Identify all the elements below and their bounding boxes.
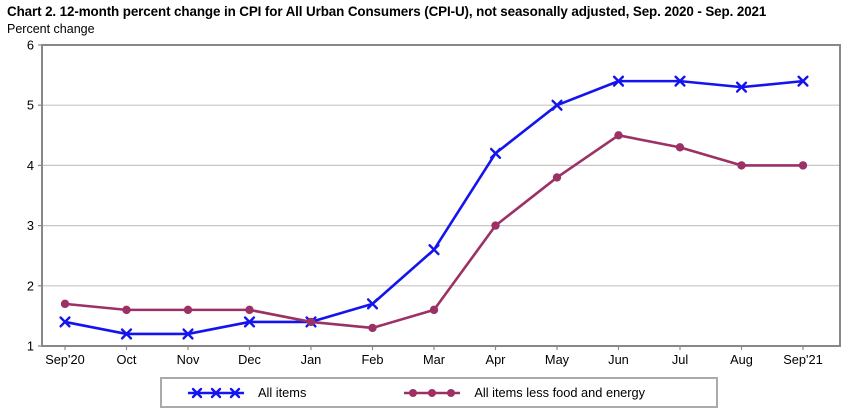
data-point-marker xyxy=(245,305,254,315)
data-point-marker xyxy=(551,99,563,111)
data-point-marker xyxy=(366,298,379,310)
legend-label-all-items: All items xyxy=(258,385,307,400)
series-all-items-less-food-and-energy xyxy=(60,131,808,333)
legend-item-core: All items less food and energy xyxy=(404,385,645,400)
chart-legend: All items All items less food and energy xyxy=(160,377,718,408)
data-point-marker xyxy=(183,305,193,315)
x-axis-label: May xyxy=(545,352,570,367)
data-point-marker xyxy=(122,305,131,315)
data-point-marker xyxy=(797,75,809,87)
data-point-marker xyxy=(675,143,685,152)
data-point-marker xyxy=(798,161,808,170)
x-axis-label: Jul xyxy=(672,352,688,367)
data-point-marker xyxy=(737,161,746,170)
core-line-marker-icon xyxy=(404,386,461,400)
data-point-marker xyxy=(428,244,440,256)
x-axis-label: Aug xyxy=(730,352,753,367)
data-point-marker xyxy=(612,75,625,87)
y-axis-label: 3 xyxy=(27,218,34,233)
plot-frame xyxy=(41,44,841,347)
x-axis-label: Nov xyxy=(177,352,200,367)
data-point-marker xyxy=(614,131,623,140)
x-axis-label: Sep'21 xyxy=(783,352,822,367)
x-axis-label: Dec xyxy=(238,352,261,367)
data-point-marker xyxy=(306,317,316,327)
data-point-marker xyxy=(429,305,439,315)
x-axis-label: Mar xyxy=(423,352,446,367)
data-point-marker xyxy=(491,221,500,230)
x-axis-label: Oct xyxy=(117,352,137,367)
legend-label-core: All items less food and energy xyxy=(474,385,646,400)
data-point-marker xyxy=(735,81,748,93)
data-point-marker xyxy=(243,316,256,328)
x-axis-label: Sep'20 xyxy=(45,352,84,367)
y-axis-label: 6 xyxy=(27,38,34,53)
series-line xyxy=(63,134,805,330)
y-axis-title: Percent change xyxy=(7,22,95,36)
x-axis-label: Apr xyxy=(486,352,507,367)
chart-title: Chart 2. 12-month percent change in CPI … xyxy=(7,4,767,19)
series-line xyxy=(63,79,805,336)
data-point-marker xyxy=(674,75,686,87)
y-axis-label: 2 xyxy=(27,278,34,293)
legend-item-all-items: All items xyxy=(188,385,306,400)
all-items-line-marker-icon xyxy=(188,386,244,400)
data-point-marker xyxy=(182,328,194,340)
x-axis-label: Jun xyxy=(608,352,629,367)
data-point-marker xyxy=(552,173,562,182)
legend-swatch xyxy=(404,388,461,397)
series-all-items xyxy=(59,75,809,340)
data-point-marker xyxy=(489,147,502,159)
y-axis-label: 5 xyxy=(27,98,34,113)
data-point-marker xyxy=(60,299,70,309)
y-axis-label: 1 xyxy=(27,339,34,354)
x-axis-label: Jan xyxy=(301,352,322,367)
data-point-marker xyxy=(59,316,71,328)
data-point-marker xyxy=(368,323,377,333)
legend-swatch xyxy=(188,387,244,398)
x-axis-label: Feb xyxy=(361,352,383,367)
data-point-marker xyxy=(120,328,133,340)
y-axis-label: 4 xyxy=(27,158,34,173)
